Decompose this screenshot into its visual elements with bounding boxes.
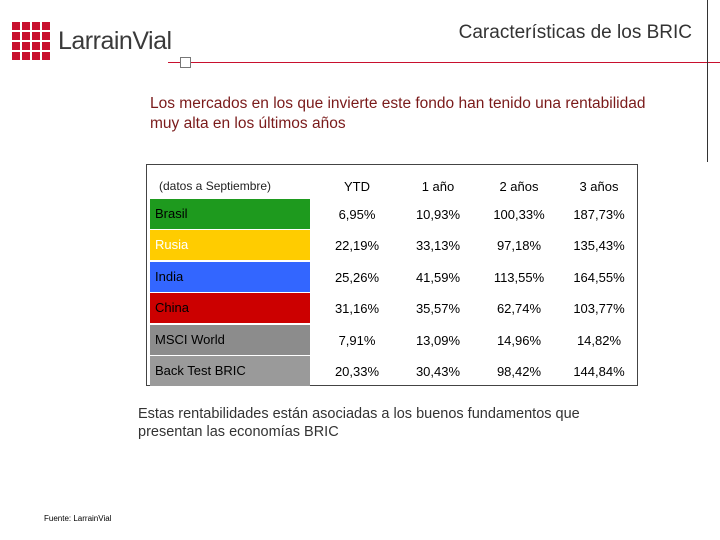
table-header: (datos a Septiembre) YTD 1 año 2 años 3 … [147, 165, 637, 199]
rule-square-marker [180, 57, 191, 68]
table-row: Rusia 22,19% 33,13% 97,18% 135,43% [147, 230, 637, 260]
value-cell: 144,84% [573, 364, 625, 379]
source-note: Fuente: LarrainVial [44, 514, 112, 523]
company-logo: LarrainVial [12, 22, 172, 60]
value-cell: 113,55% [493, 270, 545, 285]
header-rule-right [191, 62, 720, 63]
value-cell: 14,82% [576, 333, 622, 348]
value-cell: 103,77% [573, 301, 625, 316]
column-header-1y: 1 año [421, 179, 455, 194]
value-cell: 164,55% [573, 270, 625, 285]
value-cell: 7,91% [338, 333, 376, 348]
value-cell: 31,16% [334, 301, 380, 316]
column-header-ytd: YTD [344, 179, 370, 194]
value-cell: 35,57% [415, 301, 461, 316]
closing-text: Estas rentabilidades están asociadas a l… [138, 406, 580, 440]
row-label-brasil: Brasil [150, 199, 310, 229]
vertical-rule [707, 0, 708, 162]
logo-text: LarrainVial [58, 26, 172, 55]
table-row: MSCI World 7,91% 13,09% 14,96% 14,82% [147, 325, 637, 355]
value-cell: 97,18% [496, 238, 542, 253]
value-cell: 22,19% [334, 238, 380, 253]
row-label-msci-world: MSCI World [150, 325, 310, 355]
value-cell: 6,95% [338, 207, 376, 222]
table-row: Back Test BRIC 20,33% 30,43% 98,42% 144,… [147, 356, 637, 386]
table-row: Brasil 6,95% 10,93% 100,33% 187,73% [147, 199, 637, 229]
row-label-india: India [150, 262, 310, 292]
row-label-rusia: Rusia [150, 230, 310, 260]
value-cell: 62,74% [496, 301, 542, 316]
table-row: China 31,16% 35,57% 62,74% 103,77% [147, 293, 637, 323]
value-cell: 41,59% [415, 270, 461, 285]
column-header-3y: 3 años [579, 179, 619, 194]
column-header-2y: 2 años [499, 179, 539, 194]
value-cell: 100,33% [493, 207, 545, 222]
value-cell: 14,96% [496, 333, 542, 348]
value-cell: 13,09% [415, 333, 461, 348]
value-cell: 98,42% [496, 364, 542, 379]
intro-text: Los mercados en los que invierte este fo… [150, 95, 646, 132]
table-row: India 25,26% 41,59% 113,55% 164,55% [147, 262, 637, 292]
row-label-back-test-bric: Back Test BRIC [150, 356, 310, 386]
value-cell: 10,93% [415, 207, 461, 222]
row-label-china: China [150, 293, 310, 323]
value-cell: 25,26% [334, 270, 380, 285]
value-cell: 20,33% [334, 364, 380, 379]
value-cell: 187,73% [573, 207, 625, 222]
slide-title: Características de los BRIC [458, 22, 692, 43]
table-header-label: (datos a Septiembre) [159, 179, 272, 193]
value-cell: 30,43% [415, 364, 461, 379]
value-cell: 33,13% [415, 238, 461, 253]
value-cell: 135,43% [573, 238, 625, 253]
returns-table: (datos a Septiembre) YTD 1 año 2 años 3 … [146, 164, 638, 386]
logo-mark-icon [12, 22, 50, 60]
header-rule-left [168, 62, 180, 63]
